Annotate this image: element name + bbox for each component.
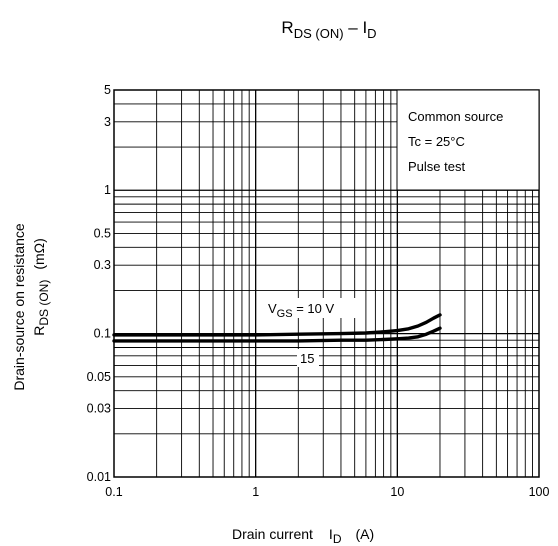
- series-line-2: [112, 326, 442, 343]
- xlabel-i: I: [329, 526, 333, 542]
- label-15: 15: [300, 351, 314, 366]
- title-r: R: [281, 18, 293, 37]
- ylabel-unit: (mΩ): [31, 238, 47, 269]
- vgs-label: VGS = 10 V: [268, 301, 334, 320]
- xlabel-sub: D: [333, 532, 342, 546]
- legend-line-1: Common source: [408, 109, 503, 124]
- chart-title: RDS (ON) – ID: [281, 18, 376, 41]
- y-tick-label: 3: [104, 115, 111, 129]
- x-tick-label: 10: [390, 485, 404, 499]
- vgs-label-bg: [263, 298, 363, 318]
- y-axis-label-symbol: RDS (ON) (mΩ): [31, 238, 51, 336]
- title-r-sub: DS (ON): [294, 26, 344, 41]
- label-15-bg: [297, 349, 319, 367]
- y-tick-label: 5: [104, 83, 111, 97]
- y-tick-label: 0.05: [87, 370, 111, 384]
- y-tick-label: 0.01: [87, 470, 111, 484]
- xlabel-unit: (A): [355, 526, 374, 542]
- y-tick-label: 1: [104, 183, 111, 197]
- plot-frame: [113, 89, 540, 478]
- x-tick-label: 1: [252, 485, 259, 499]
- y-tick-label: 0.1: [94, 327, 111, 341]
- legend-box: [396, 89, 540, 191]
- title-i-sub: D: [367, 26, 376, 41]
- y-tick-label: 0.03: [87, 402, 111, 416]
- vgs-value: = 10 V: [293, 301, 335, 316]
- xlabel-text: Drain current: [232, 526, 313, 542]
- y-axis-label-line1: Drain-source on resistance: [11, 223, 27, 391]
- series-lines: [112, 313, 442, 343]
- y-tick-label: 0.3: [94, 258, 111, 272]
- vgs-v: V: [268, 301, 277, 316]
- series-line-1: [112, 313, 442, 337]
- ylabel-sub: DS (ON): [37, 280, 51, 326]
- legend: Common source Tc = 25°C Pulse test: [396, 89, 540, 191]
- x-tick-label: 0.1: [105, 485, 122, 499]
- legend-line-3: Pulse test: [408, 159, 465, 174]
- y-tick-label: 0.5: [94, 226, 111, 240]
- tick-labels: 0.1 1 10 100 0.01 0.03 0.05 0.1 0.3 0.5 1 3 5: [87, 83, 550, 499]
- x-axis-label: Drain current ID (A): [232, 526, 374, 546]
- vgs-sub: GS: [277, 308, 293, 320]
- legend-line-2: Tc = 25°C: [408, 134, 465, 149]
- x-tick-label: 100: [529, 485, 550, 499]
- ylabel-r: R: [31, 326, 47, 336]
- title-dash: – I: [344, 18, 368, 37]
